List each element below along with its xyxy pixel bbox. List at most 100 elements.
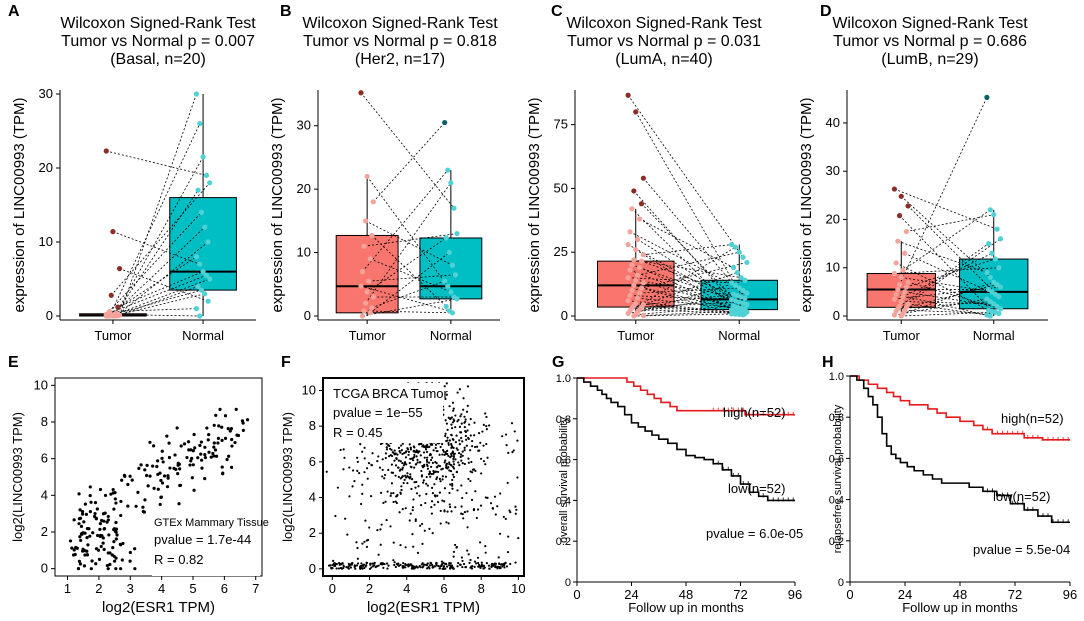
scatter-point: [419, 524, 422, 527]
normal-point: [730, 264, 737, 271]
scatter-point: [444, 397, 447, 400]
scatter-point: [78, 508, 82, 512]
paired-line: [628, 300, 734, 314]
scatter-point: [393, 449, 396, 452]
scatter-point: [223, 436, 228, 440]
x-tick-label: 96: [1063, 587, 1077, 602]
scatter-point: [402, 464, 406, 467]
scatter-point: [488, 424, 491, 427]
x-tick-label: 2: [95, 581, 102, 596]
scatter-point: [444, 432, 447, 435]
tumor-point: [629, 262, 635, 268]
scatter-point: [105, 563, 109, 568]
paired-line: [637, 297, 742, 309]
paired-line: [894, 267, 999, 274]
scatter-point: [228, 429, 232, 433]
paired-line: [895, 262, 989, 311]
scatter-point: [452, 455, 456, 458]
scatter-point: [452, 465, 455, 469]
paired-line: [894, 188, 998, 230]
scatter-point: [363, 446, 366, 449]
scatter-point: [415, 492, 419, 495]
normal-point: [992, 256, 999, 262]
tumor-point: [358, 283, 364, 289]
pvalue-label: pvalue = 6.0e-05: [706, 526, 803, 541]
normal-point: [454, 296, 460, 302]
annotation-bg: [152, 514, 260, 576]
scatter-point: [498, 565, 502, 569]
scatter-point: [408, 563, 411, 566]
scatter-point: [399, 460, 402, 463]
scatter-point: [431, 491, 435, 495]
scatter-point: [479, 566, 482, 569]
normal-point: [742, 277, 748, 283]
scatter-point: [114, 567, 118, 571]
scatter-point: [398, 511, 401, 514]
scatter-point: [203, 477, 207, 481]
scatter-point: [93, 511, 97, 516]
scatter-point: [452, 446, 455, 449]
scatter-point: [479, 504, 483, 507]
paired-line: [639, 287, 740, 294]
scatter-point: [334, 514, 337, 518]
tumor-point: [627, 292, 633, 299]
scatter-point: [177, 462, 182, 466]
scatter-point: [480, 561, 483, 564]
scatter-point: [444, 419, 447, 422]
scatter-point: [365, 539, 368, 542]
scatter-point: [152, 486, 156, 490]
scatter-point: [444, 451, 447, 454]
scatter-point: [445, 565, 449, 568]
scatter-point: [452, 457, 455, 460]
scatter-point: [430, 486, 434, 489]
scatter-point: [450, 433, 453, 436]
tumor-point: [636, 290, 643, 296]
normal-point: [442, 119, 448, 126]
scatter-point: [342, 567, 345, 570]
scatter-point: [476, 556, 480, 559]
normal-point: [193, 91, 200, 97]
scatter-point: [505, 444, 508, 447]
scatter-point: [394, 474, 397, 477]
scatter-point: [457, 461, 460, 464]
tumor-point: [115, 304, 121, 310]
paired-line: [364, 310, 453, 314]
annotation-pvalue: pvalue = 1.7e-44: [154, 532, 251, 547]
scatter-point: [400, 485, 403, 488]
scatter-point: [134, 504, 138, 508]
scatter-point: [133, 547, 137, 551]
scatter-point: [144, 473, 149, 478]
scatter-point: [461, 565, 464, 569]
tumor-point: [895, 286, 901, 293]
scatter-point: [389, 525, 392, 528]
paired-line: [906, 214, 994, 232]
paired-line: [901, 196, 991, 278]
scatter-point: [196, 456, 200, 460]
normal-point: [729, 311, 735, 317]
tumor-point: [103, 313, 109, 319]
scatter-point: [421, 542, 424, 545]
tumor-point: [369, 232, 375, 239]
scatter-point: [469, 479, 472, 483]
annotation-bg: [331, 383, 443, 443]
tumor-point: [625, 275, 631, 281]
scatter-point: [406, 472, 409, 475]
scatter-point: [429, 458, 433, 462]
scatter-point: [331, 563, 334, 567]
scatter-point: [108, 562, 112, 567]
scatter-point: [78, 516, 83, 520]
scatter-point: [436, 476, 439, 479]
scatter-point: [458, 443, 461, 446]
scatter-point: [425, 482, 428, 485]
scatter-point: [443, 385, 446, 388]
scatter-point: [106, 518, 110, 522]
scatter-point: [404, 562, 407, 566]
annotation-r: R = 0.45: [333, 425, 383, 440]
scatter-point: [428, 527, 431, 530]
scatter-point: [346, 533, 349, 536]
scatter-point: [443, 461, 446, 464]
scatter-point: [356, 460, 359, 463]
scatter-point: [335, 562, 338, 566]
scatter-point: [455, 447, 458, 450]
scatter-point: [178, 483, 182, 488]
